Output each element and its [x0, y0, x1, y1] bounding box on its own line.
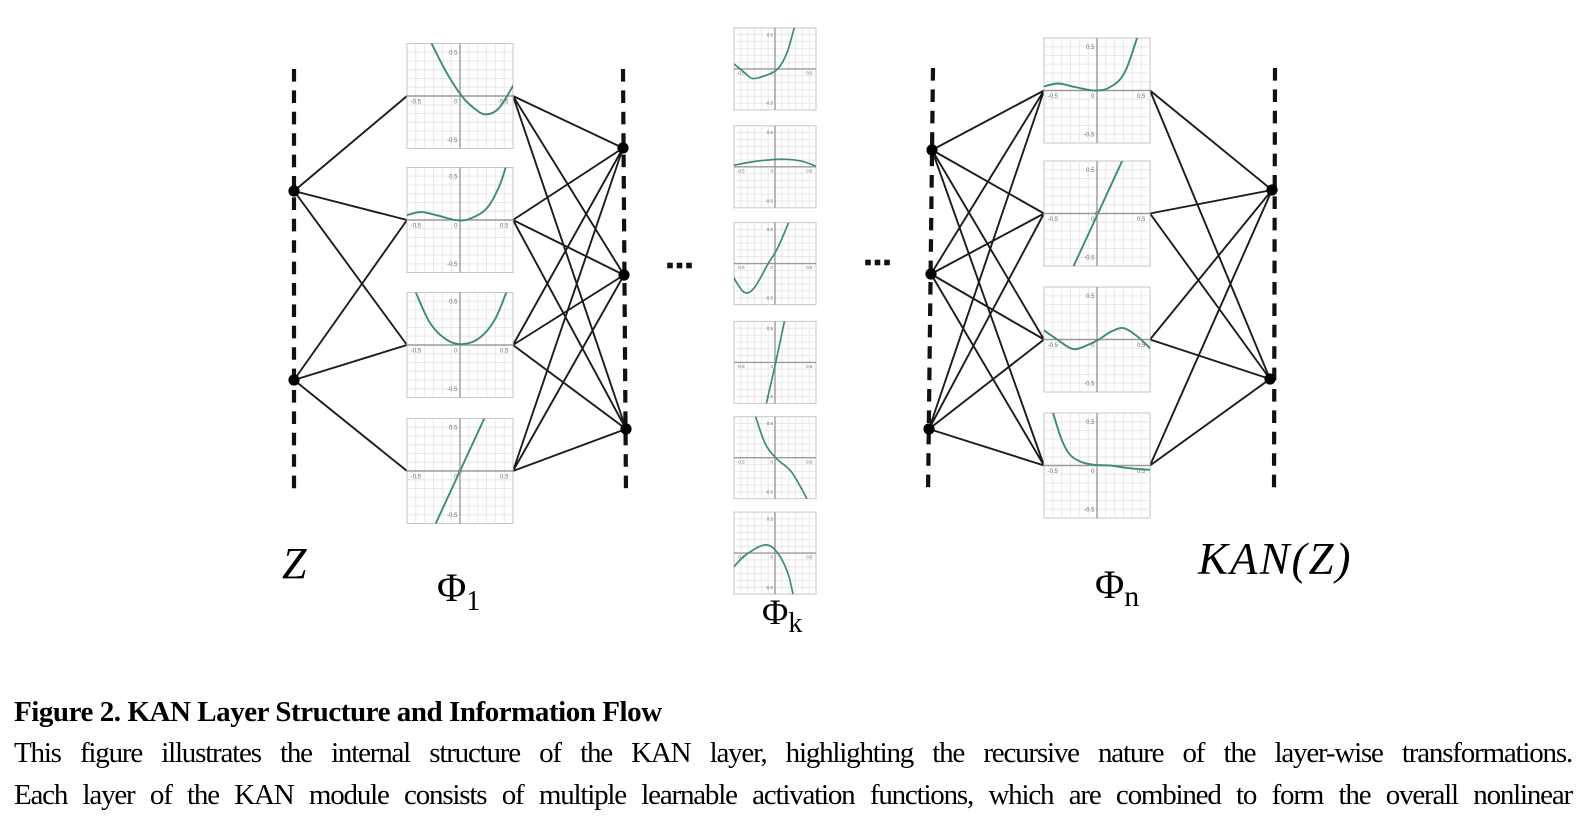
svg-text:-0.5: -0.5 [765, 585, 773, 590]
svg-text:-0.5: -0.5 [737, 555, 745, 560]
svg-text:0.5: 0.5 [449, 50, 458, 56]
svg-text:0.5: 0.5 [806, 364, 813, 369]
svg-text:-0.5: -0.5 [411, 223, 422, 229]
svg-text:-0.5: -0.5 [447, 262, 458, 268]
svg-text:-0.5: -0.5 [765, 199, 773, 204]
svg-text:0.5: 0.5 [500, 474, 509, 480]
svg-text:-0.5: -0.5 [1084, 255, 1095, 261]
svg-text:0: 0 [770, 555, 773, 560]
svg-text:0.5: 0.5 [449, 299, 458, 305]
svg-text:Z: Z [282, 539, 307, 588]
svg-text:0: 0 [1091, 217, 1095, 223]
svg-text:0.5: 0.5 [500, 99, 509, 105]
svg-text:-0.5: -0.5 [1084, 507, 1095, 513]
svg-text:0.5: 0.5 [767, 421, 774, 426]
svg-text:-0.5: -0.5 [1048, 217, 1059, 223]
svg-text:-0.5: -0.5 [1084, 132, 1095, 138]
svg-text:0.5: 0.5 [767, 32, 774, 37]
svg-text:0.5: 0.5 [806, 168, 813, 173]
svg-text:0: 0 [454, 348, 458, 354]
svg-text:Φk: Φk [762, 592, 802, 639]
svg-text:0: 0 [770, 168, 773, 173]
svg-text:-0.5: -0.5 [737, 71, 745, 76]
svg-text:-0.5: -0.5 [737, 265, 745, 270]
svg-text:0: 0 [1091, 94, 1095, 100]
svg-text:0.5: 0.5 [806, 71, 813, 76]
svg-text:-0.5: -0.5 [1048, 94, 1059, 100]
svg-text:0: 0 [454, 223, 458, 229]
svg-text:0.5: 0.5 [806, 555, 813, 560]
svg-text:0.5: 0.5 [1137, 217, 1146, 223]
svg-text:0: 0 [454, 99, 458, 105]
svg-text:-0.5: -0.5 [411, 348, 422, 354]
svg-text:-0.5: -0.5 [1048, 469, 1059, 475]
svg-text:Φ1: Φ1 [437, 565, 480, 617]
svg-text:0.5: 0.5 [1086, 45, 1095, 51]
svg-text:0: 0 [1091, 469, 1095, 475]
svg-text:0.5: 0.5 [767, 326, 774, 331]
svg-text:0: 0 [770, 364, 773, 369]
svg-text:0.5: 0.5 [806, 265, 813, 270]
svg-text:0.5: 0.5 [449, 425, 458, 431]
svg-text:0.5: 0.5 [767, 517, 774, 522]
svg-text:-0.5: -0.5 [737, 168, 745, 173]
svg-text:0.5: 0.5 [1086, 420, 1095, 426]
svg-text:0: 0 [770, 265, 773, 270]
svg-text:0.5: 0.5 [500, 223, 509, 229]
svg-text:0.5: 0.5 [767, 227, 774, 232]
svg-text:-0.5: -0.5 [411, 99, 422, 105]
svg-text:0.5: 0.5 [1137, 469, 1146, 475]
svg-text:-0.5: -0.5 [1084, 381, 1095, 387]
svg-text:0: 0 [1091, 343, 1095, 349]
svg-text:-0.5: -0.5 [737, 459, 745, 464]
svg-text:-0.5: -0.5 [447, 138, 458, 144]
svg-text:-0.5: -0.5 [765, 101, 773, 106]
svg-text:-0.5: -0.5 [447, 513, 458, 519]
svg-text:0.5: 0.5 [767, 130, 774, 135]
svg-text:0.5: 0.5 [1137, 343, 1146, 349]
svg-text:-0.5: -0.5 [447, 387, 458, 393]
svg-text:0: 0 [770, 459, 773, 464]
svg-text:0.5: 0.5 [449, 174, 458, 180]
svg-text:-0.5: -0.5 [765, 394, 773, 399]
svg-text:0.5: 0.5 [1086, 168, 1095, 174]
svg-text:-0.5: -0.5 [765, 489, 773, 494]
svg-text:0.5: 0.5 [806, 459, 813, 464]
svg-text:-0.5: -0.5 [737, 364, 745, 369]
svg-text:-0.5: -0.5 [765, 295, 773, 300]
svg-text:0.5: 0.5 [1086, 294, 1095, 300]
svg-text:Φn: Φn [1095, 562, 1139, 613]
svg-text:0.5: 0.5 [500, 348, 509, 354]
svg-text:-0.5: -0.5 [411, 474, 422, 480]
svg-text:0.5: 0.5 [1137, 94, 1146, 100]
svg-text:KAN(Z): KAN(Z) [1197, 534, 1353, 584]
svg-text:-0.5: -0.5 [1048, 343, 1059, 349]
